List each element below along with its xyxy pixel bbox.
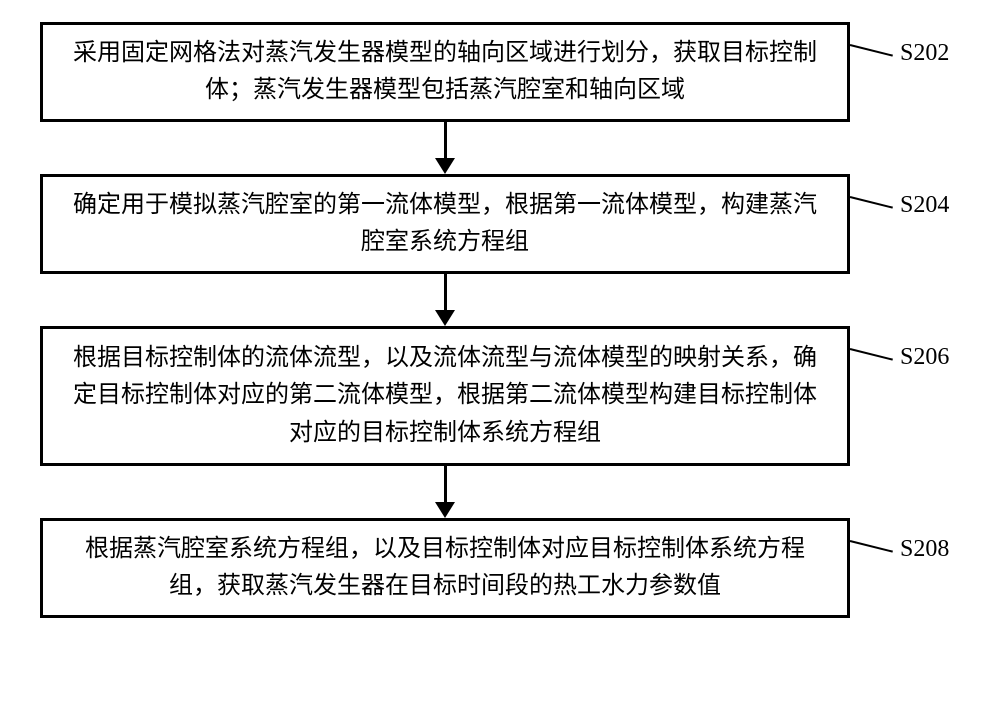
flow-step-text: 根据目标控制体的流体流型，以及流体流型与流体模型的映射关系，确定目标控制体对应的… [63,340,827,452]
flow-step-label: S206 [900,344,949,371]
flow-arrow-head [435,502,455,518]
flow-step-label: S202 [900,40,949,67]
flow-step-text: 根据蒸汽腔室系统方程组，以及目标控制体对应目标控制体系统方程组，获取蒸汽发生器在… [63,531,827,605]
flow-step-s208: 根据蒸汽腔室系统方程组，以及目标控制体对应目标控制体系统方程组，获取蒸汽发生器在… [40,518,850,618]
flow-step-s206: 根据目标控制体的流体流型，以及流体流型与流体模型的映射关系，确定目标控制体对应的… [40,326,850,466]
flow-arrow-line [444,122,447,158]
flow-step-text: 确定用于模拟蒸汽腔室的第一流体模型，根据第一流体模型，构建蒸汽腔室系统方程组 [63,187,827,261]
flow-arrow-head [435,310,455,326]
label-leader [850,44,893,57]
flow-step-text: 采用固定网格法对蒸汽发生器模型的轴向区域进行划分，获取目标控制体；蒸汽发生器模型… [63,35,827,109]
flow-step-s202: 采用固定网格法对蒸汽发生器模型的轴向区域进行划分，获取目标控制体；蒸汽发生器模型… [40,22,850,122]
flow-step-label: S208 [900,536,949,563]
label-leader [850,348,893,361]
flow-step-label: S204 [900,192,949,219]
flow-arrow-line [444,466,447,502]
flow-step-s204: 确定用于模拟蒸汽腔室的第一流体模型，根据第一流体模型，构建蒸汽腔室系统方程组 [40,174,850,274]
flow-arrow-head [435,158,455,174]
label-leader [850,196,893,209]
label-leader [850,540,893,553]
flow-arrow-line [444,274,447,310]
